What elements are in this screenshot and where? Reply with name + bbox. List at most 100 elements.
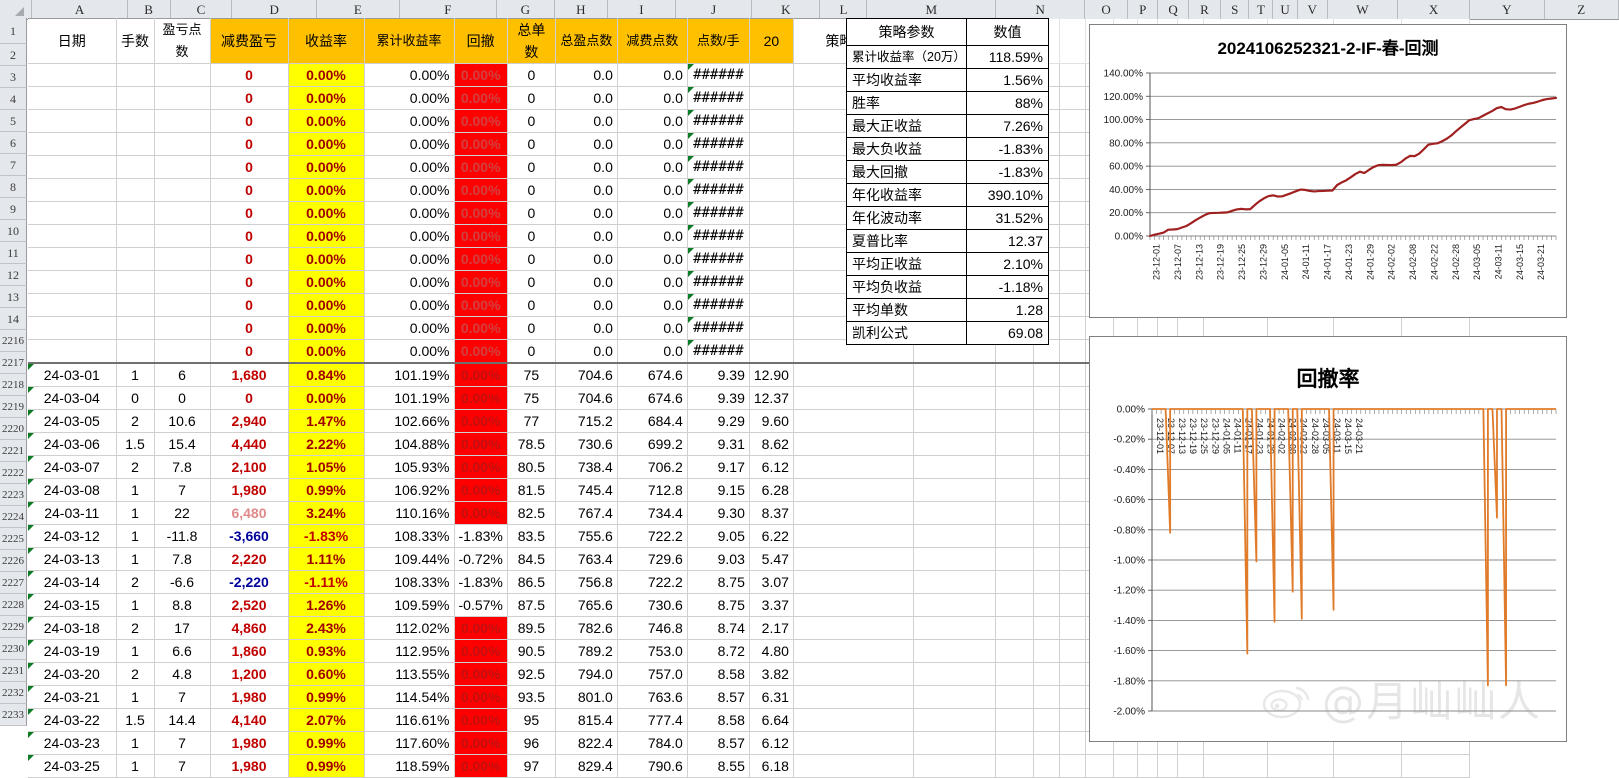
cell-C[interactable]: [154, 293, 211, 317]
cell-E[interactable]: 0.00%: [288, 339, 365, 364]
cell-P[interactable]: [1033, 455, 1060, 479]
cell-F[interactable]: 0.00%: [364, 293, 455, 317]
cell-Z[interactable]: [1401, 316, 1470, 340]
cell-D[interactable]: -2,220: [210, 570, 289, 594]
row-header-2[interactable]: 2: [0, 44, 27, 66]
cell-M[interactable]: [793, 570, 914, 594]
param-name-10[interactable]: 平均负收益: [846, 275, 967, 299]
cell-K[interactable]: 8.58: [687, 662, 750, 686]
cell-H[interactable]: 0: [507, 339, 556, 364]
cell-Q[interactable]: [1059, 616, 1086, 640]
cell-C[interactable]: 10.6: [154, 409, 211, 433]
cell-Q[interactable]: [1059, 132, 1086, 156]
cell-H[interactable]: 0: [507, 270, 556, 294]
cell-K[interactable]: ######: [687, 224, 750, 248]
cell-L[interactable]: [749, 132, 794, 156]
column-header-Z[interactable]: Z: [1544, 0, 1619, 20]
cell-C[interactable]: [154, 247, 211, 271]
cell-K[interactable]: 8.55: [687, 754, 750, 778]
column-header-P[interactable]: P: [1127, 0, 1159, 20]
column-header-L[interactable]: L: [819, 0, 868, 20]
row-header-8[interactable]: 8: [0, 176, 27, 198]
cell-H[interactable]: 0: [507, 224, 556, 248]
cell-E[interactable]: -1.83%: [288, 524, 365, 548]
cell-P[interactable]: [1033, 386, 1060, 410]
cell-H[interactable]: 86.5: [507, 570, 556, 594]
cell-K[interactable]: ######: [687, 293, 750, 317]
header-cell-K[interactable]: 点数/手: [687, 18, 750, 64]
cell-Q[interactable]: [1059, 178, 1086, 202]
cell-C[interactable]: 7: [154, 478, 211, 502]
cell-Q[interactable]: [1059, 386, 1086, 410]
header-cell-B[interactable]: 手数: [116, 18, 155, 64]
select-all-corner[interactable]: [0, 0, 33, 20]
cell-G[interactable]: 0.00%: [454, 132, 508, 156]
cell-I[interactable]: 0.0: [555, 293, 618, 317]
cell-B[interactable]: [116, 201, 155, 225]
cell-I[interactable]: 0.0: [555, 247, 618, 271]
cell-G[interactable]: 0.00%: [454, 616, 508, 640]
cell-H[interactable]: 89.5: [507, 616, 556, 640]
cell-M[interactable]: [793, 455, 914, 479]
cell-P[interactable]: [1033, 662, 1060, 686]
cell-L[interactable]: 8.37: [749, 501, 794, 525]
cell-G[interactable]: 0.00%: [454, 247, 508, 271]
cell-J[interactable]: 757.0: [617, 662, 688, 686]
cell-K[interactable]: 9.05: [687, 524, 750, 548]
cell-M[interactable]: [793, 731, 914, 755]
cell-I[interactable]: 0.0: [555, 132, 618, 156]
param-value-2[interactable]: 88%: [966, 91, 1049, 115]
row-header-2225[interactable]: 2225: [0, 528, 27, 550]
cell-K[interactable]: 8.74: [687, 616, 750, 640]
cell-D[interactable]: 0: [210, 247, 289, 271]
column-header-D[interactable]: D: [231, 0, 318, 20]
cell-I[interactable]: 767.4: [555, 501, 618, 525]
cell-G[interactable]: 0.00%: [454, 270, 508, 294]
cell-Q[interactable]: [1059, 593, 1086, 617]
cell-D[interactable]: 0: [210, 339, 289, 364]
row-header-2221[interactable]: 2221: [0, 440, 27, 462]
cell-C[interactable]: 6.6: [154, 639, 211, 663]
cell-I[interactable]: 0.0: [555, 155, 618, 179]
cell-A[interactable]: 24-03-18: [28, 616, 117, 640]
cell-H[interactable]: 75: [507, 386, 556, 410]
cell-H[interactable]: 0: [507, 178, 556, 202]
cell-I[interactable]: 0.0: [555, 86, 618, 110]
cell-P[interactable]: [1033, 731, 1060, 755]
cell-J[interactable]: 0.0: [617, 316, 688, 340]
cell-A[interactable]: 24-03-04: [28, 386, 117, 410]
cell-G[interactable]: 0.00%: [454, 708, 508, 732]
cell-D[interactable]: 1,980: [210, 731, 289, 755]
cell-D[interactable]: 0: [210, 155, 289, 179]
cell-D[interactable]: 0: [210, 132, 289, 156]
header-cell-C[interactable]: 盈亏点数: [154, 18, 211, 64]
cell-H[interactable]: 97: [507, 754, 556, 778]
cell-Q[interactable]: [1059, 201, 1086, 225]
cell-Q[interactable]: [1059, 155, 1086, 179]
cell-Q[interactable]: [1059, 86, 1086, 110]
cell-J[interactable]: 0.0: [617, 247, 688, 271]
cell-P[interactable]: [1033, 501, 1060, 525]
cell-J[interactable]: 0.0: [617, 293, 688, 317]
cell-C[interactable]: [154, 86, 211, 110]
cell-Y[interactable]: [1333, 316, 1402, 340]
cell-O[interactable]: [995, 478, 1034, 502]
cell-C[interactable]: [154, 155, 211, 179]
cell-F[interactable]: 101.19%: [364, 386, 455, 410]
cell-A[interactable]: 24-03-14: [28, 570, 117, 594]
cell-D[interactable]: 4,440: [210, 432, 289, 456]
cell-E[interactable]: 0.00%: [288, 86, 365, 110]
cell-O[interactable]: [995, 501, 1034, 525]
column-header-J[interactable]: J: [675, 0, 753, 20]
cell-O[interactable]: [995, 754, 1034, 778]
row-header-13[interactable]: 13: [0, 286, 27, 308]
cell-G[interactable]: 0.00%: [454, 224, 508, 248]
cell-Q[interactable]: [1059, 501, 1086, 525]
cell-B[interactable]: [116, 63, 155, 87]
cell-H[interactable]: 90.5: [507, 639, 556, 663]
header-cell-L[interactable]: 20: [749, 18, 794, 64]
cell-I[interactable]: 0.0: [555, 339, 618, 364]
cell-S[interactable]: [1113, 754, 1138, 778]
cell-B[interactable]: 1: [116, 501, 155, 525]
